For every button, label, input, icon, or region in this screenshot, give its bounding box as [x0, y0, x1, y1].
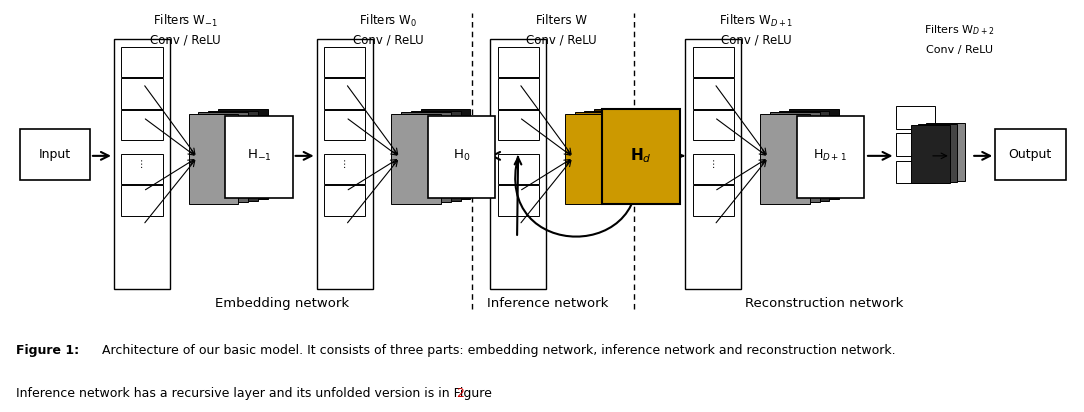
Bar — [789, 109, 839, 199]
Text: H$_d$: H$_d$ — [630, 147, 651, 165]
Bar — [896, 133, 935, 156]
Text: H$_{D+1}$: H$_{D+1}$ — [813, 148, 848, 164]
Text: ⋯: ⋯ — [339, 157, 350, 167]
Bar — [575, 112, 624, 202]
Bar — [797, 116, 864, 198]
Bar — [198, 112, 248, 202]
Text: Inference network has a recursive layer and its unfolded version is in Figure: Inference network has a recursive layer … — [16, 386, 496, 400]
Text: Inference network: Inference network — [487, 297, 608, 310]
Text: Conv / ReLU: Conv / ReLU — [926, 45, 993, 55]
Bar — [498, 154, 539, 184]
Text: Conv / ReLU: Conv / ReLU — [721, 34, 792, 47]
Bar — [911, 125, 950, 183]
Bar — [896, 106, 935, 129]
Bar — [602, 109, 680, 204]
Bar — [428, 116, 495, 198]
Bar — [208, 111, 258, 201]
Bar — [401, 112, 451, 202]
Bar — [225, 116, 293, 198]
Bar — [693, 47, 734, 77]
Text: Embedding network: Embedding network — [215, 297, 349, 310]
Bar — [693, 154, 734, 184]
Bar — [121, 110, 163, 140]
Text: Input: Input — [39, 148, 70, 161]
Bar — [189, 114, 238, 204]
Text: H$_{-1}$: H$_{-1}$ — [247, 148, 271, 164]
Bar — [218, 109, 268, 199]
Bar — [324, 185, 365, 216]
Bar — [121, 154, 163, 184]
Text: H$_0$: H$_0$ — [453, 148, 470, 164]
Bar — [685, 39, 741, 289]
Text: Conv / ReLU: Conv / ReLU — [526, 34, 597, 47]
Text: ⋯: ⋯ — [513, 157, 524, 167]
Text: Conv / ReLU: Conv / ReLU — [150, 34, 221, 47]
Bar — [926, 123, 965, 180]
Text: Filters W$_0$: Filters W$_0$ — [359, 13, 417, 29]
Bar — [918, 124, 957, 182]
Bar — [770, 112, 820, 202]
Bar — [693, 185, 734, 216]
Bar — [498, 47, 539, 77]
Bar — [995, 129, 1066, 180]
Text: Figure 1:: Figure 1: — [16, 344, 79, 357]
Text: 2: 2 — [456, 386, 464, 400]
Bar — [324, 110, 365, 140]
Bar — [760, 114, 810, 204]
Bar — [391, 114, 441, 204]
Text: Filters W$_{D+2}$: Filters W$_{D+2}$ — [924, 23, 995, 37]
Bar — [121, 185, 163, 216]
Text: ⋯: ⋯ — [137, 157, 147, 167]
Bar — [498, 185, 539, 216]
Bar — [324, 47, 365, 77]
Bar — [594, 109, 644, 199]
Text: Conv / ReLU: Conv / ReLU — [352, 34, 424, 47]
Bar — [565, 114, 615, 204]
Bar — [693, 110, 734, 140]
Text: Filters W$_{-1}$: Filters W$_{-1}$ — [153, 13, 218, 29]
Bar — [324, 154, 365, 184]
Bar — [121, 47, 163, 77]
Bar — [421, 109, 470, 199]
Bar — [896, 161, 935, 183]
Bar — [498, 78, 539, 109]
Bar — [693, 78, 734, 109]
Text: Reconstruction network: Reconstruction network — [745, 297, 903, 310]
Text: Output: Output — [1009, 148, 1051, 161]
Text: .: . — [465, 386, 468, 400]
Text: Architecture of our basic model. It consists of three parts: embedding network, : Architecture of our basic model. It cons… — [98, 344, 895, 357]
Bar — [114, 39, 170, 289]
Bar — [317, 39, 373, 289]
Text: Filters W: Filters W — [535, 14, 588, 27]
Text: Filters W$_{D+1}$: Filters W$_{D+1}$ — [720, 13, 793, 29]
Bar — [498, 110, 539, 140]
Bar — [324, 78, 365, 109]
Text: ⋯: ⋯ — [708, 157, 719, 167]
Bar — [584, 111, 634, 201]
Bar — [411, 111, 461, 201]
Bar — [20, 129, 90, 180]
Bar — [779, 111, 829, 201]
Bar — [121, 78, 163, 109]
Bar — [490, 39, 546, 289]
